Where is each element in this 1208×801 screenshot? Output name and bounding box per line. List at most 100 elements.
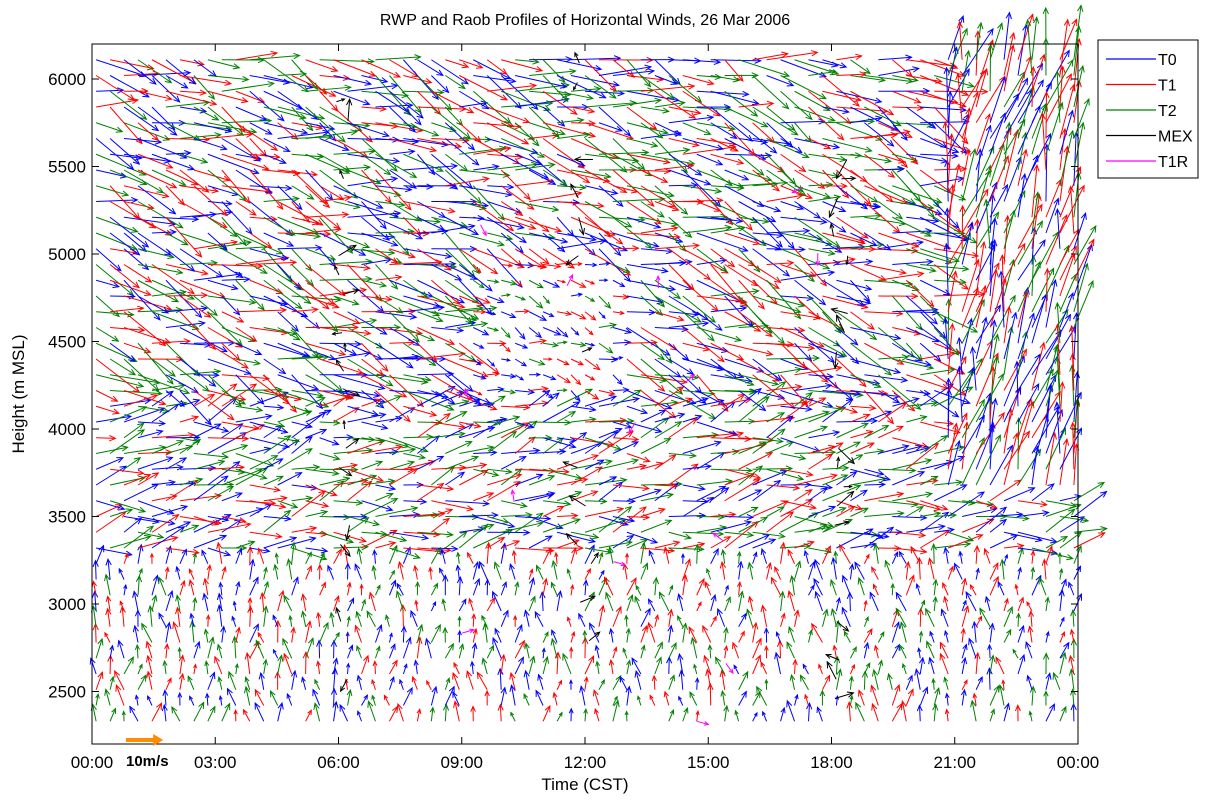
wind-vector	[457, 615, 462, 627]
wind-vector	[277, 701, 284, 722]
wind-vector	[291, 374, 324, 410]
wind-vector	[780, 358, 809, 371]
wind-vector	[542, 401, 581, 423]
wind-vector	[137, 374, 191, 395]
wind-vector	[631, 657, 642, 675]
wind-vector	[983, 547, 991, 564]
wind-vector	[1073, 4, 1084, 60]
wind-vector	[822, 474, 849, 486]
wind-vector	[794, 693, 799, 706]
wind-vector	[1045, 244, 1070, 297]
wind-vector	[822, 674, 831, 690]
wind-vector	[109, 232, 141, 256]
wind-vector	[1031, 413, 1049, 470]
wind-vector	[723, 704, 729, 722]
wind-vector	[431, 264, 463, 281]
wind-vector	[263, 495, 288, 502]
wind-vector	[836, 185, 869, 210]
wind-vector	[441, 598, 447, 612]
wind-vector	[165, 305, 209, 313]
wind-vector	[417, 531, 455, 538]
wind-vector	[247, 605, 254, 627]
wind-vector	[920, 475, 939, 486]
wind-vector	[724, 342, 774, 357]
wind-vector	[598, 356, 619, 363]
wind-vector	[172, 621, 181, 643]
wind-vector	[123, 473, 152, 486]
wind-vector	[934, 445, 966, 454]
wind-vector	[442, 574, 449, 596]
wind-vector	[431, 358, 474, 392]
wind-vector	[472, 185, 505, 221]
wind-vector	[514, 342, 529, 349]
wind-vector	[854, 561, 865, 580]
wind-vector	[248, 558, 256, 580]
wind-vector	[738, 122, 778, 154]
wind-vector	[870, 684, 879, 706]
wind-vector	[487, 468, 513, 475]
wind-vector	[706, 567, 712, 580]
wind-vector	[235, 386, 283, 393]
wind-vector	[403, 163, 459, 171]
wind-vector	[566, 616, 572, 627]
wind-vector	[388, 579, 397, 596]
wind-vector	[654, 122, 682, 136]
wind-vector	[622, 647, 628, 659]
wind-vector	[389, 248, 416, 259]
wind-vector	[487, 311, 497, 316]
wind-vector	[459, 59, 484, 69]
wind-vector	[906, 216, 940, 224]
wind-vector	[1017, 13, 1034, 60]
wind-vector	[431, 311, 478, 323]
wind-vector	[430, 75, 450, 94]
wind-vector	[221, 374, 271, 382]
wind-vector	[305, 59, 339, 72]
wind-vector	[1070, 688, 1076, 706]
wind-vector	[570, 459, 613, 470]
wind-vector	[123, 342, 152, 354]
wind-vector	[780, 90, 813, 121]
wind-vector	[1042, 6, 1049, 60]
wind-vector	[584, 518, 627, 533]
wind-vector	[528, 577, 536, 596]
wind-vector	[347, 516, 381, 527]
wind-vector	[822, 232, 866, 246]
wind-vector	[361, 324, 402, 331]
wind-vector	[95, 216, 139, 233]
wind-vector	[766, 246, 806, 253]
wind-vector	[179, 327, 228, 353]
wind-vector	[822, 216, 847, 233]
wind-vector	[179, 390, 212, 426]
wind-vector	[445, 531, 468, 549]
wind-vector	[624, 614, 629, 627]
wind-vector	[263, 195, 300, 203]
wind-vector	[1043, 90, 1050, 139]
wind-vector	[918, 630, 924, 643]
wind-vector	[332, 657, 339, 675]
wind-vector	[263, 515, 292, 522]
wind-vector	[766, 511, 795, 533]
wind-vector	[333, 59, 377, 77]
wind-vector	[608, 627, 615, 643]
wind-vector	[235, 138, 260, 161]
wind-vector	[752, 279, 778, 305]
wind-vector	[906, 500, 942, 512]
wind-vector	[263, 327, 298, 336]
wind-vector	[430, 623, 441, 643]
wind-vector	[598, 476, 618, 486]
wind-vector	[682, 138, 725, 151]
wind-vector	[738, 396, 770, 423]
wind-vector	[1067, 185, 1075, 234]
wind-vector	[249, 138, 268, 157]
wind-vector	[846, 701, 853, 722]
wind-vector	[465, 669, 474, 690]
wind-vector	[529, 232, 569, 244]
wind-vector	[356, 644, 362, 659]
wind-vector	[556, 153, 586, 167]
wind-vector	[1017, 448, 1042, 486]
wind-vector	[1017, 260, 1041, 312]
wind-vector	[804, 693, 809, 706]
wind-vector	[249, 446, 272, 454]
wind-vector	[682, 224, 733, 234]
wind-vector	[135, 574, 143, 596]
